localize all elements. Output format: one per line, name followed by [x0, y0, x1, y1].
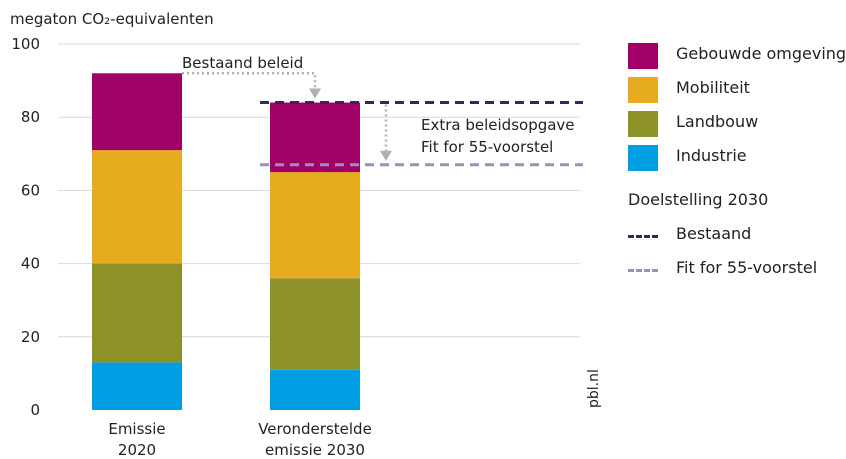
- arrowhead: [309, 88, 321, 99]
- legend: Gebouwde omgeving Mobiliteit Landbouw Indus…: [628, 40, 846, 277]
- legend-dash: [628, 269, 658, 272]
- bar-segment-gebouwde-omgeving: [270, 102, 360, 173]
- bar-segment-industrie: [92, 362, 182, 410]
- annotation-extra-line2: Fit for 55-voorstel: [421, 138, 553, 156]
- legend-item: Industrie: [628, 142, 843, 176]
- x-tick-label: 2020: [118, 441, 156, 459]
- arrowhead: [380, 150, 392, 161]
- legend-label: Fit for 55-voorstel: [676, 258, 818, 277]
- bar-segment-mobiliteit: [92, 150, 182, 264]
- bars: Emissie 2020 Veronderstelde emissie 2030: [92, 73, 372, 459]
- legend-label: Mobiliteit: [676, 78, 750, 97]
- legend-swatch: [628, 77, 658, 103]
- y-tick-label: 60: [21, 181, 40, 199]
- bar-segment-gebouwde-omgeving: [92, 73, 182, 151]
- legend-swatch: [628, 43, 658, 69]
- legend-target-item: Fit for 55-voorstel: [628, 258, 843, 282]
- legend-item: Gebouwde omgeving: [628, 40, 846, 74]
- bar-segment-landbouw: [270, 278, 360, 370]
- y-tick-label: 40: [21, 255, 40, 273]
- legend-series: Gebouwde omgeving Mobiliteit Landbouw Indus…: [628, 40, 846, 176]
- annotation-bestaand-beleid: Bestaand beleid: [182, 54, 303, 72]
- bar-segment-mobiliteit: [270, 172, 360, 279]
- legend-targets-title: Doelstelling 2030: [628, 190, 769, 209]
- legend-swatch: [628, 111, 658, 137]
- bar-segment-industrie: [270, 369, 360, 410]
- legend-swatch: [628, 145, 658, 171]
- legend-label: Landbouw: [676, 112, 759, 131]
- y-tick-label: 80: [21, 108, 40, 126]
- legend-label: Industrie: [676, 146, 747, 165]
- arrow-bestaand-beleid: [182, 72, 317, 91]
- legend-dash: [628, 235, 658, 238]
- legend-target-item: Bestaand: [628, 224, 843, 248]
- target-lines: [260, 101, 583, 167]
- x-tick-label: Veronderstelde: [258, 420, 372, 438]
- x-tick-label: emissie 2030: [265, 441, 365, 459]
- y-tick-label: 0: [30, 401, 40, 419]
- annotation-extra-line1: Extra beleidsopgave: [421, 116, 575, 134]
- y-tick-label: 100: [11, 35, 40, 53]
- legend-item: Landbouw: [628, 108, 843, 142]
- y-axis-label: megaton CO₂-equivalenten: [10, 10, 214, 28]
- y-tick-label: 20: [21, 328, 40, 346]
- legend-label: Gebouwde omgeving: [676, 44, 846, 63]
- legend-item: Mobiliteit: [628, 74, 843, 108]
- source-label: pbl.nl: [586, 369, 602, 408]
- x-tick-label: Emissie: [108, 420, 165, 438]
- legend-label: Bestaand: [676, 224, 752, 243]
- bar-segment-landbouw: [92, 263, 182, 363]
- annotations: Bestaand beleid Extra beleidsopgave Fit fo…: [182, 54, 575, 161]
